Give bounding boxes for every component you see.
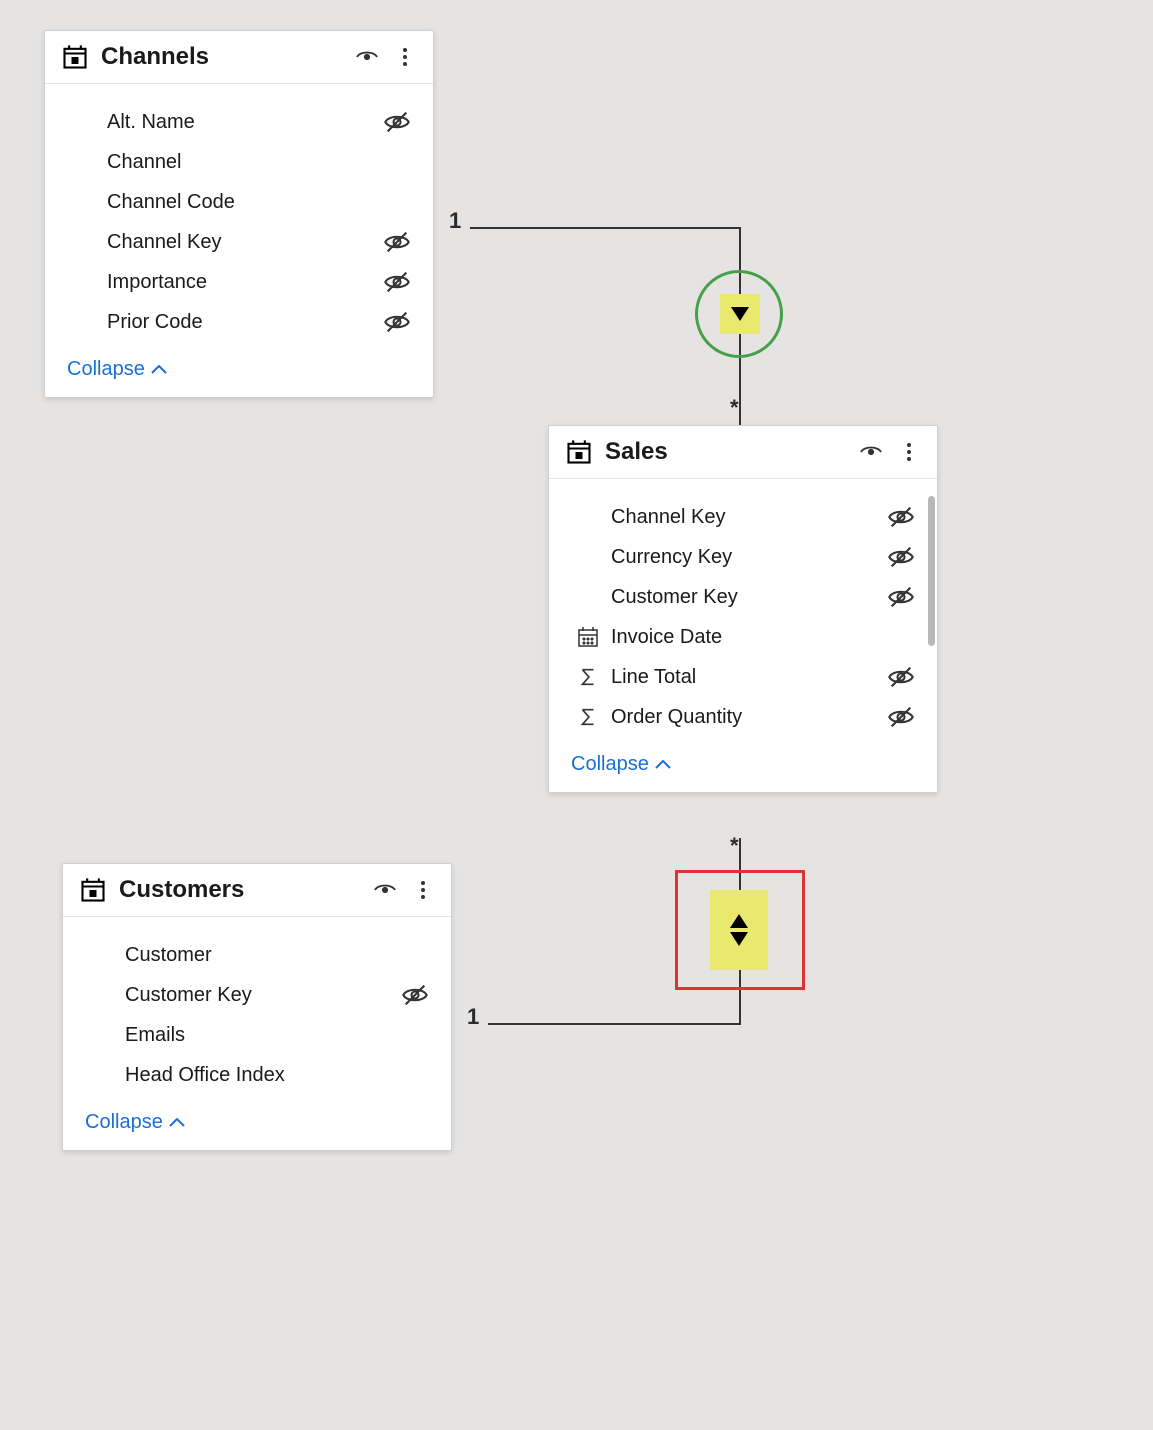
- field-row[interactable]: Channel Code: [61, 182, 417, 222]
- table-title: Channels: [101, 43, 355, 71]
- field-label: Emails: [125, 1024, 395, 1047]
- more-options-icon[interactable]: [897, 440, 921, 464]
- chevron-up-icon: [169, 1118, 185, 1128]
- field-label: Order Quantity: [611, 706, 881, 729]
- hidden-icon[interactable]: [881, 543, 921, 571]
- field-label: Head Office Index: [125, 1064, 395, 1087]
- cardinality-one: 1: [467, 1004, 479, 1030]
- field-row[interactable]: Customer: [79, 935, 435, 975]
- field-label: Currency Key: [611, 546, 881, 569]
- arrow-down-icon: [730, 932, 748, 946]
- table-header: Sales: [549, 426, 937, 479]
- table-title: Sales: [605, 438, 859, 466]
- cardinality-one: 1: [449, 208, 461, 234]
- hidden-icon[interactable]: [377, 308, 417, 336]
- sigma-icon: [565, 706, 611, 728]
- hidden-icon[interactable]: [377, 108, 417, 136]
- field-row[interactable]: Alt. Name: [61, 102, 417, 142]
- table-icon: [79, 876, 107, 904]
- visibility-toggle-icon[interactable]: [859, 440, 883, 464]
- chevron-up-icon: [655, 760, 671, 770]
- table-card-sales[interactable]: Sales Channel Key: [548, 425, 938, 793]
- field-label: Importance: [107, 271, 377, 294]
- chevron-up-icon: [151, 365, 167, 375]
- cardinality-many: *: [730, 395, 739, 421]
- hidden-icon[interactable]: [395, 981, 435, 1009]
- hidden-icon[interactable]: [377, 268, 417, 296]
- table-icon: [565, 438, 593, 466]
- field-row[interactable]: Channel: [61, 142, 417, 182]
- relationship-filter-direction[interactable]: [720, 294, 760, 334]
- table-title: Customers: [119, 876, 373, 904]
- field-label: Channel Key: [107, 231, 377, 254]
- scrollbar[interactable]: [928, 496, 935, 646]
- relationship-filter-bidirectional[interactable]: [710, 890, 768, 970]
- field-row[interactable]: Customer Key: [79, 975, 435, 1015]
- field-row[interactable]: Head Office Index: [79, 1055, 435, 1095]
- field-label: Channel Key: [611, 506, 881, 529]
- field-label: Prior Code: [107, 311, 377, 334]
- hidden-icon[interactable]: [881, 663, 921, 691]
- field-row[interactable]: Importance: [61, 262, 417, 302]
- field-row[interactable]: Currency Key: [565, 537, 921, 577]
- fields-list: Alt. Name Channel Channel Code Channel K…: [45, 84, 433, 348]
- fields-list: Channel Key Currency Key Customer Key: [549, 479, 937, 743]
- fields-list: Customer Customer Key Emails Head Office…: [63, 917, 451, 1101]
- field-row[interactable]: Line Total: [565, 657, 921, 697]
- field-label: Customer: [125, 944, 395, 967]
- table-header: Channels: [45, 31, 433, 84]
- table-card-customers[interactable]: Customers Customer Customer Ke: [62, 863, 452, 1151]
- model-canvas[interactable]: 1 * 1 * Channels: [0, 0, 1153, 1430]
- hidden-icon[interactable]: [881, 583, 921, 611]
- field-row[interactable]: Invoice Date: [565, 617, 921, 657]
- hidden-icon[interactable]: [881, 703, 921, 731]
- hidden-icon[interactable]: [881, 503, 921, 531]
- collapse-button[interactable]: Collapse: [549, 743, 693, 792]
- field-label: Customer Key: [611, 586, 881, 609]
- calendar-icon: [565, 625, 611, 649]
- sigma-icon: [565, 666, 611, 688]
- table-header: Customers: [63, 864, 451, 917]
- field-row[interactable]: Channel Key: [565, 497, 921, 537]
- more-options-icon[interactable]: [393, 45, 417, 69]
- field-label: Invoice Date: [611, 626, 881, 649]
- field-label: Line Total: [611, 666, 881, 689]
- collapse-button[interactable]: Collapse: [63, 1101, 207, 1150]
- field-label: Channel: [107, 151, 377, 174]
- visibility-toggle-icon[interactable]: [373, 878, 397, 902]
- field-label: Channel Code: [107, 191, 377, 214]
- collapse-label: Collapse: [67, 358, 145, 381]
- collapse-label: Collapse: [85, 1111, 163, 1134]
- arrow-down-icon: [731, 307, 749, 321]
- cardinality-many: *: [730, 833, 739, 859]
- arrow-up-icon: [730, 914, 748, 928]
- visibility-toggle-icon[interactable]: [355, 45, 379, 69]
- collapse-label: Collapse: [571, 753, 649, 776]
- more-options-icon[interactable]: [411, 878, 435, 902]
- field-row[interactable]: Emails: [79, 1015, 435, 1055]
- table-card-channels[interactable]: Channels Alt. Name: [44, 30, 434, 398]
- field-row[interactable]: Customer Key: [565, 577, 921, 617]
- field-row[interactable]: Prior Code: [61, 302, 417, 342]
- collapse-button[interactable]: Collapse: [45, 348, 189, 397]
- field-row[interactable]: Order Quantity: [565, 697, 921, 737]
- field-label: Customer Key: [125, 984, 395, 1007]
- table-icon: [61, 43, 89, 71]
- field-row[interactable]: Channel Key: [61, 222, 417, 262]
- hidden-icon[interactable]: [377, 228, 417, 256]
- field-label: Alt. Name: [107, 111, 377, 134]
